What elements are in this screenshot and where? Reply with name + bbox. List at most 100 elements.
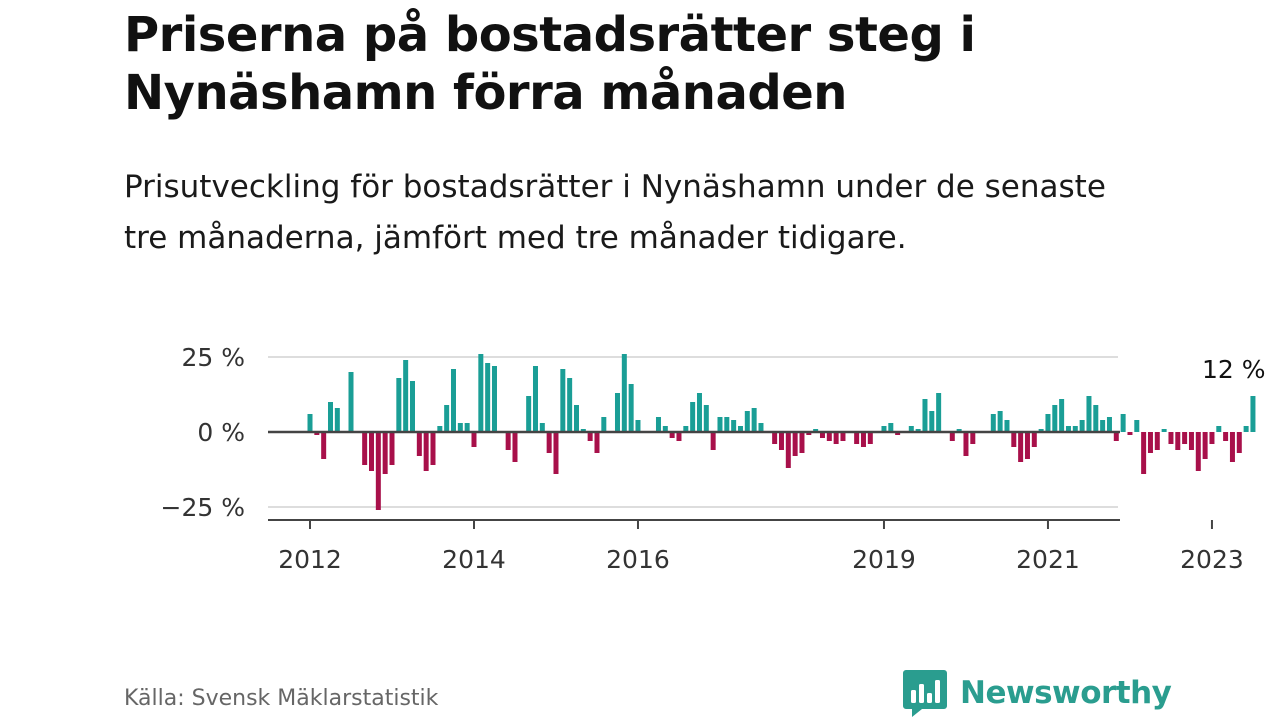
bar [1011,432,1017,447]
bar [567,378,573,432]
x-tick-label: 2014 [442,545,506,574]
bar [1195,432,1201,471]
bar [1229,432,1235,462]
bar [826,432,832,441]
bar [840,432,846,441]
bar [580,429,586,432]
bar [792,432,798,456]
bar [307,414,313,432]
bar [806,432,812,435]
bar [758,423,764,432]
bar [1175,432,1181,450]
bar [683,426,689,432]
bar [813,429,819,432]
bar [908,426,914,432]
bar [778,432,784,450]
bar [710,432,716,450]
bar [1120,414,1126,432]
bar [922,399,928,432]
bar [1100,420,1106,432]
bar [895,432,901,435]
bar [573,405,579,432]
bar [546,432,552,453]
bar [628,384,634,432]
bar [1134,420,1140,432]
bar [751,408,757,432]
x-tick-label: 2021 [1016,545,1080,574]
bar [669,432,675,438]
bar [1004,420,1010,432]
newsworthy-logo-icon [903,670,947,717]
bar [662,426,668,432]
brand-logo: Newsworthy [902,668,1172,718]
bar [1236,432,1242,453]
chart-subtitle: Prisutveckling för bostadsrätter i Nynäs… [124,169,1106,256]
bar [860,432,866,447]
bar [717,417,723,432]
bar [1250,396,1256,432]
bar [772,432,778,444]
bar [1038,429,1044,432]
bar [881,426,887,432]
bar [997,411,1003,432]
axes [268,430,1213,529]
bar [990,414,996,432]
y-tick-label: 0 % [197,418,245,447]
axis-labels: 25 % 0 % −25 % 2012 2014 2016 2019 2021 2023 12 % [161,343,1266,574]
bar [1045,414,1051,432]
bar [956,429,962,432]
bar [1031,432,1037,447]
bar [1161,429,1167,432]
bar [560,369,566,432]
bar [690,402,696,432]
bar [936,393,942,432]
bar [369,432,374,471]
gridlines [268,356,1118,508]
bar [1024,432,1030,459]
bar [888,423,894,432]
bar [362,432,368,465]
bar [437,426,443,432]
bar [396,378,402,432]
bar [744,411,750,432]
bar [532,366,538,432]
bar [1209,432,1215,444]
bar [1243,426,1249,432]
bar-chart: 25 % 0 % −25 % 2012 2014 2016 2019 2021 2023 12 % [161,343,1266,574]
bar [621,354,627,432]
bar [724,417,730,432]
bar [1127,432,1133,435]
bar [328,402,333,432]
bar [1113,432,1119,441]
last-value-label: 12 % [1202,355,1266,384]
bar [915,429,921,432]
bar [539,423,545,432]
bar [375,432,381,510]
bar [348,372,354,432]
bar [430,432,436,465]
bar [1093,405,1099,432]
bar [949,432,955,441]
bar [423,432,429,471]
bar [505,432,511,450]
bar [457,423,463,432]
bar [450,369,456,432]
bar [594,432,600,453]
bar [444,405,450,432]
bars [307,354,1256,510]
y-tick-label: −25 % [161,493,245,522]
bar [403,360,409,432]
bar [526,396,532,432]
source-note: Källa: Svensk Mäklarstatistik [124,686,439,711]
bar [1106,417,1112,432]
bar [382,432,388,474]
bar [696,393,702,432]
bar [703,405,709,432]
bar [1072,426,1078,432]
bar [731,420,737,432]
x-tick-label: 2023 [1180,545,1244,574]
x-tick-label: 2016 [606,545,670,574]
brand-name: Newsworthy [960,675,1172,711]
bar [478,354,484,432]
bar [1182,432,1188,444]
